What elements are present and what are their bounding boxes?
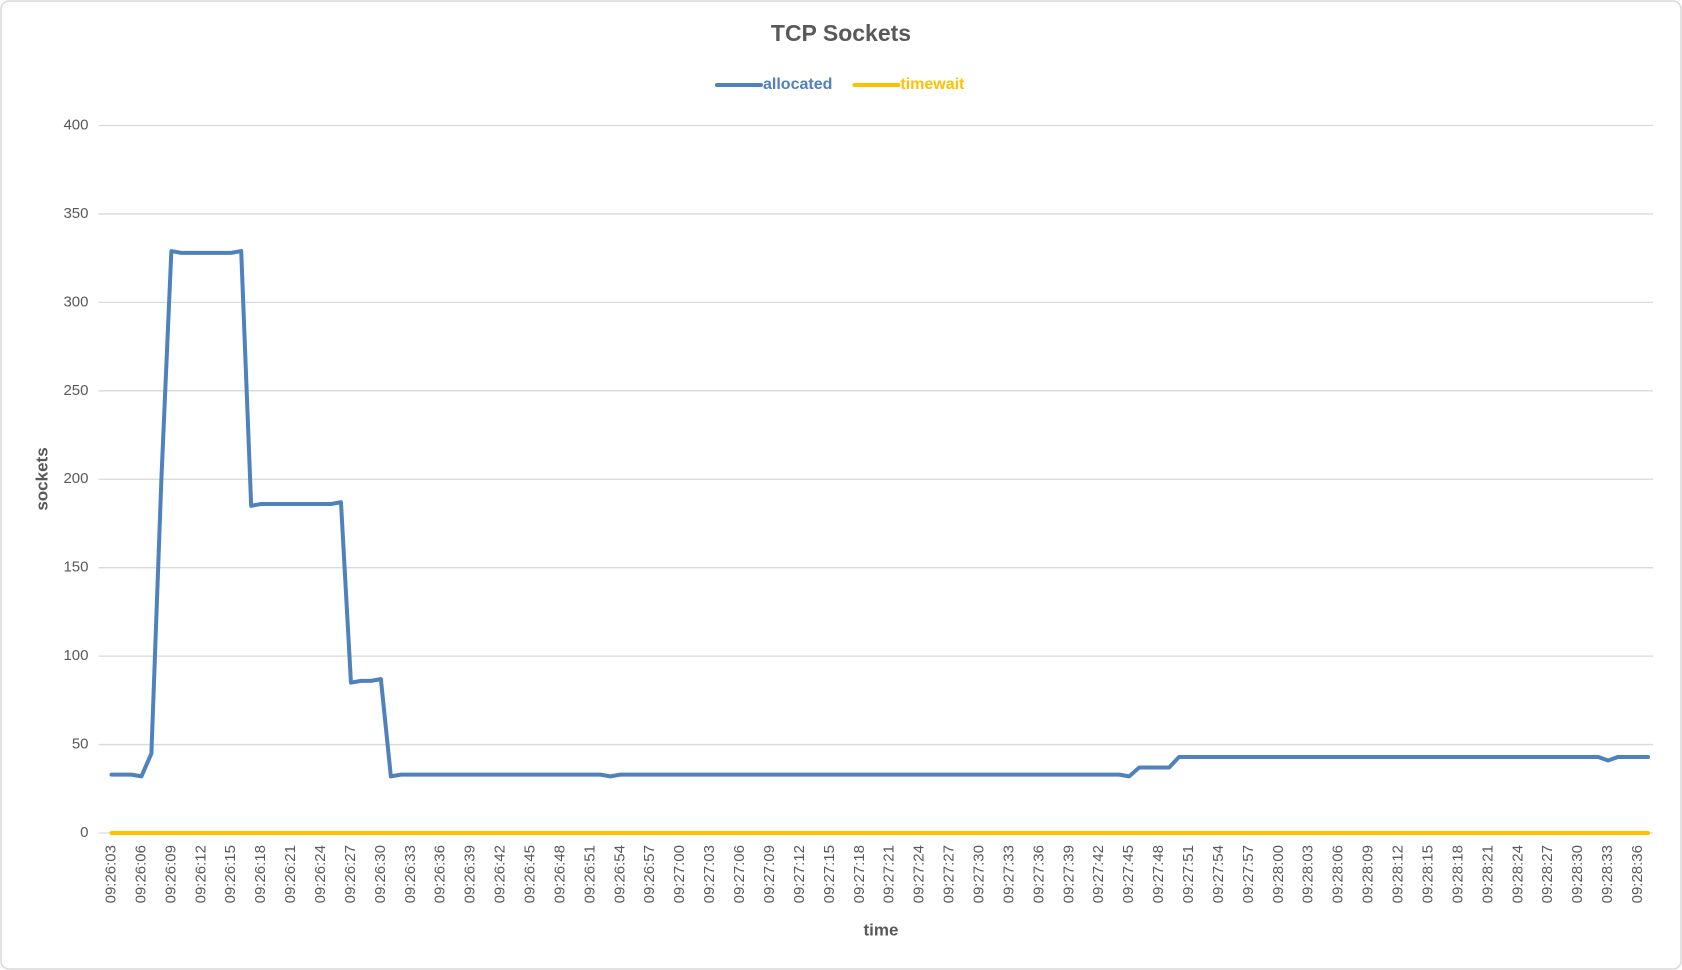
x-tick-label: 09:26:45 [522,845,539,903]
x-tick-label: 09:28:00 [1270,845,1287,903]
x-tick-label: 09:28:15 [1419,845,1436,903]
x-tick-label: 09:27:45 [1120,845,1137,903]
y-tick-label: 200 [63,470,88,487]
y-tick-label: 0 [80,824,88,841]
x-tick-label: 09:28:30 [1569,845,1586,903]
x-tick-label: 09:27:12 [791,845,808,903]
x-tick-label: 09:26:12 [192,845,209,903]
x-tick-label: 09:27:33 [1000,845,1017,903]
x-tick-label: 09:26:06 [132,845,149,903]
y-axis-label: sockets [32,447,51,510]
y-tick-label: 300 [63,293,88,310]
chart-title: TCP Sockets [771,20,911,46]
x-tick-label: 09:27:21 [881,845,898,903]
x-tick-label: 09:27:15 [821,845,838,903]
y-tick-label: 50 [72,736,89,753]
x-tick-label: 09:27:27 [941,845,958,903]
x-tick-label: 09:26:36 [432,845,449,903]
x-tick-label: 09:26:21 [282,845,299,903]
x-tick-label: 09:27:48 [1150,845,1167,903]
y-tick-label: 100 [63,647,88,664]
legend-label: allocated [763,76,832,93]
x-tick-label: 09:28:24 [1509,845,1526,903]
x-tick-label: 09:26:51 [581,845,598,903]
series-line [109,249,1651,779]
x-tick-label: 09:27:00 [671,845,688,903]
x-tick-label: 09:26:57 [641,845,658,903]
y-tick-label: 150 [63,559,88,576]
x-tick-label: 09:28:06 [1330,845,1347,903]
x-tick-label: 09:26:30 [372,845,389,903]
x-tick-label: 09:27:57 [1240,845,1257,903]
x-tick-label: 09:28:03 [1300,845,1317,903]
x-tick-label: 09:26:33 [402,845,419,903]
x-tick-label: 09:28:12 [1390,845,1407,903]
x-tick-label: 09:27:30 [970,845,987,903]
x-tick-label: 09:26:03 [102,845,119,903]
x-tick-label: 09:27:24 [911,845,928,903]
x-tick-label: 09:28:36 [1629,845,1646,903]
x-tick-label: 09:27:09 [761,845,778,903]
x-tick-label: 09:28:27 [1539,845,1556,903]
y-tick-label: 400 [63,116,88,133]
x-tick-label: 09:27:03 [701,845,718,903]
x-tick-label: 09:26:24 [312,845,329,903]
legend-label: timewait [900,76,965,93]
x-tick-label: 09:27:39 [1060,845,1077,903]
y-tick-label: 350 [63,205,88,222]
x-tick-label: 09:26:09 [162,845,179,903]
x-tick-label: 09:26:27 [342,845,359,903]
x-tick-label: 09:27:54 [1210,845,1227,903]
x-tick-label: 09:26:42 [492,845,509,903]
x-tick-label: 09:26:39 [462,845,479,903]
x-tick-label: 09:28:09 [1360,845,1377,903]
x-tick-label: 09:26:15 [222,845,239,903]
x-tick-label: 09:27:36 [1030,845,1047,903]
x-tick-label: 09:28:18 [1449,845,1466,903]
x-tick-label: 09:26:18 [252,845,269,903]
y-tick-label: 250 [63,382,88,399]
x-tick-label: 09:27:18 [851,845,868,903]
x-tick-label: 09:26:48 [551,845,568,903]
x-axis-label: time [864,920,899,939]
x-tick-label: 09:26:54 [611,845,628,903]
x-tick-label: 09:28:21 [1479,845,1496,903]
x-tick-label: 09:27:42 [1090,845,1107,903]
x-tick-label: 09:27:06 [731,845,748,903]
x-tick-label: 09:28:33 [1599,845,1616,903]
x-tick-label: 09:27:51 [1180,845,1197,903]
